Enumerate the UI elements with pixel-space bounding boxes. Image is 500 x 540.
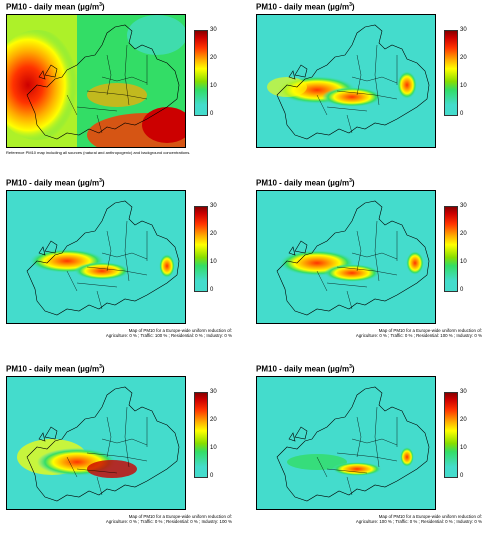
colorbar-tick: 30 [210,203,217,209]
map-panel-residential-2: PM10 - daily mean (µg/m3) 30 20 10 0 Map… [250,176,490,348]
colorbar [194,30,208,116]
concentration-map [256,190,436,324]
map-panel-traffic: PM10 - daily mean (µg/m3) 30 20 10 0 Map… [0,176,240,348]
colorbar-tick: 10 [210,445,217,451]
panel-title: PM10 - daily mean (µg/m3) [256,364,355,374]
concentration-map [6,190,186,324]
panel-title: PM10 - daily mean (µg/m3) [6,2,105,12]
colorbar [444,392,458,478]
colorbar-tick: 0 [210,287,214,293]
colorbar-tick: 30 [460,27,467,33]
reference-caption: Reference PM10 map including all sources… [6,150,191,155]
concentration-map [6,376,186,510]
panel-title: PM10 - daily mean (µg/m3) [6,364,105,374]
panel-title: PM10 - daily mean (µg/m3) [256,178,355,188]
colorbar-tick: 20 [210,417,217,423]
colorbar-tick: 20 [460,231,467,237]
colorbar-tick: 30 [460,389,467,395]
colorbar [444,30,458,116]
colorbar-tick: 0 [460,111,464,117]
scenario-caption: Map of PM10 for a Europe-wide uniform re… [105,514,232,525]
colorbar-tick: 30 [210,27,217,33]
colorbar-tick: 10 [460,83,467,89]
colorbar-tick: 10 [460,259,467,265]
colorbar-tick: 10 [210,83,217,89]
scenario-caption: Map of PM10 for a Europe-wide uniform re… [105,328,232,339]
colorbar-tick: 20 [460,417,467,423]
colorbar-tick: 20 [210,231,217,237]
concentration-map [256,14,436,148]
colorbar-tick: 30 [210,389,217,395]
colorbar-tick: 10 [210,259,217,265]
scenario-caption: Map of PM10 for a Europe-wide uniform re… [355,328,482,339]
map-panel-industry: PM10 - daily mean (µg/m3) 30 20 10 0 Map… [0,362,240,534]
concentration-map [6,14,186,148]
map-panel-residential: PM10 - daily mean (µg/m3) 30 20 10 0 [250,0,490,172]
colorbar-tick: 20 [210,55,217,61]
colorbar-tick: 0 [210,473,214,479]
colorbar-tick: 0 [460,287,464,293]
colorbar-tick: 10 [460,445,467,451]
panel-title: PM10 - daily mean (µg/m3) [256,2,355,12]
colorbar [194,206,208,292]
map-panel-reference: PM10 - daily mean (µg/m3) 30 20 10 0 Ref… [0,0,240,172]
colorbar-tick: 20 [460,55,467,61]
colorbar-tick: 0 [210,111,214,117]
map-panel-agriculture: PM10 - daily mean (µg/m3) 30 20 10 0 Map… [250,362,490,534]
colorbar [444,206,458,292]
concentration-map [256,376,436,510]
scenario-caption: Map of PM10 for a Europe-wide uniform re… [355,514,482,525]
colorbar-tick: 0 [460,473,464,479]
colorbar-tick: 30 [460,203,467,209]
colorbar [194,392,208,478]
panel-title: PM10 - daily mean (µg/m3) [6,178,105,188]
